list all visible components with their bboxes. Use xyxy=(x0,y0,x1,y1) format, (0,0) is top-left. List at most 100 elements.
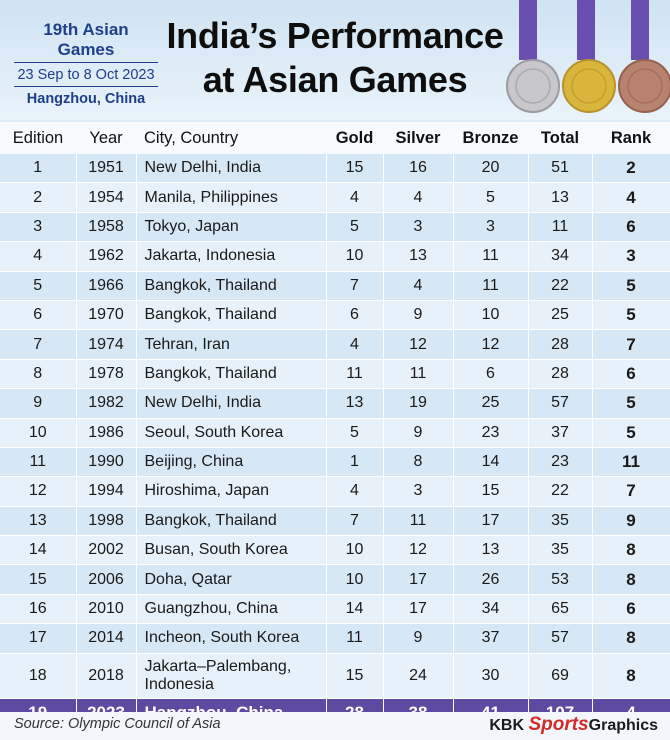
cell-total: 34 xyxy=(528,241,593,272)
cell-rank: 8 xyxy=(592,653,670,699)
cell-rank: 2 xyxy=(592,154,670,183)
cell-city: Tehran, Iran xyxy=(136,329,327,360)
cell-year: 1962 xyxy=(76,241,137,272)
cell-rank: 7 xyxy=(592,329,670,360)
cell-bronze: 13 xyxy=(453,535,529,565)
header-row: Edition Year City, Country Gold Silver B… xyxy=(0,122,670,154)
cell-total: 11 xyxy=(528,212,593,242)
table-row: 6 1970 Bangkok, Thailand 6 9 10 25 5 xyxy=(0,300,670,330)
table-row: 3 1958 Tokyo, Japan 5 3 3 11 6 xyxy=(0,212,670,242)
cell-edition: 17 xyxy=(0,623,77,654)
cell-year: 1998 xyxy=(76,506,137,536)
cell-silver: 4 xyxy=(383,182,454,213)
cell-year: 1986 xyxy=(76,418,137,448)
cell-gold: 15 xyxy=(326,653,384,699)
cell-total: 57 xyxy=(528,623,593,654)
table-row: 18 2018 Jakarta–Palembang, Indonesia 15 24 30… xyxy=(0,653,670,699)
brand-sports: Sports xyxy=(528,714,589,735)
title-line-1: India’s Performance xyxy=(166,15,504,56)
cell-edition: 11 xyxy=(0,447,77,477)
cell-silver: 19 xyxy=(383,388,454,419)
cell-year: 2006 xyxy=(76,564,137,595)
table-row: 4 1962 Jakarta, Indonesia 10 13 11 34 3 xyxy=(0,241,670,272)
cell-edition: 1 xyxy=(0,154,77,183)
cell-year: 2010 xyxy=(76,594,137,624)
cell-city: Seoul, South Korea xyxy=(136,418,327,448)
cell-gold: 10 xyxy=(326,564,384,595)
cell-rank: 7 xyxy=(592,476,670,507)
event-city: Hangzhou, China xyxy=(26,91,146,107)
cell-city: Bangkok, Thailand xyxy=(136,506,327,536)
cell-edition: 8 xyxy=(0,359,77,389)
cell-city: Manila, Philippines xyxy=(136,182,327,213)
cell-total: 57 xyxy=(528,388,593,419)
cell-bronze: 26 xyxy=(453,564,529,595)
cell-gold: 5 xyxy=(326,212,384,242)
col-year: Year xyxy=(76,122,136,154)
cell-year: 2014 xyxy=(76,623,137,654)
cell-total: 28 xyxy=(528,359,593,389)
cell-bronze: 14 xyxy=(453,447,529,477)
table-row: 5 1966 Bangkok, Thailand 7 4 11 22 5 xyxy=(0,271,670,301)
cell-gold: 14 xyxy=(326,594,384,624)
cell-total: 35 xyxy=(528,506,593,536)
cell-city: New Delhi, India xyxy=(136,388,327,419)
cell-rank: 5 xyxy=(592,418,670,448)
cell-bronze: 11 xyxy=(453,241,529,272)
table-header: Edition Year City, Country Gold Silver B… xyxy=(0,122,670,154)
cell-total: 28 xyxy=(528,329,593,360)
footer: Source: Olympic Council of Asia KBK Spor… xyxy=(0,712,670,740)
cell-silver: 17 xyxy=(383,594,454,624)
cell-rank: 8 xyxy=(592,535,670,565)
col-rank: Rank xyxy=(592,122,670,154)
cell-gold: 4 xyxy=(326,329,384,360)
title-line-2: at Asian Games xyxy=(202,59,468,100)
brand-kbk: KBK xyxy=(489,717,529,734)
cell-total: 37 xyxy=(528,418,593,448)
cell-city: Jakarta–Palembang, Indonesia xyxy=(136,653,327,699)
cell-bronze: 23 xyxy=(453,418,529,448)
table-row: 8 1978 Bangkok, Thailand 11 11 6 28 6 xyxy=(0,359,670,389)
cell-year: 1982 xyxy=(76,388,137,419)
cell-edition: 18 xyxy=(0,653,77,699)
cell-year: 1951 xyxy=(76,154,137,183)
cell-year: 2018 xyxy=(76,653,137,699)
table-row: 12 1994 Hiroshima, Japan 4 3 15 22 7 xyxy=(0,476,670,507)
cell-silver: 4 xyxy=(383,271,454,301)
cell-edition: 10 xyxy=(0,418,77,448)
cell-gold: 7 xyxy=(326,506,384,536)
cell-year: 1966 xyxy=(76,271,137,301)
cell-city: Hiroshima, Japan xyxy=(136,476,327,507)
cell-total: 53 xyxy=(528,564,593,595)
cell-city: Incheon, South Korea xyxy=(136,623,327,654)
cell-edition: 14 xyxy=(0,535,77,565)
cell-city: Bangkok, Thailand xyxy=(136,359,327,389)
table-row: 2 1954 Manila, Philippines 4 4 5 13 4 xyxy=(0,182,670,213)
cell-bronze: 30 xyxy=(453,653,529,699)
cell-total: 65 xyxy=(528,594,593,624)
silver-medal-icon xyxy=(506,0,560,113)
cell-silver: 12 xyxy=(383,535,454,565)
cell-rank: 3 xyxy=(592,241,670,272)
cell-gold: 7 xyxy=(326,271,384,301)
cell-total: 22 xyxy=(528,476,593,507)
cell-city: Bangkok, Thailand xyxy=(136,271,327,301)
cell-silver: 3 xyxy=(383,212,454,242)
cell-city: Doha, Qatar xyxy=(136,564,327,595)
cell-edition: 4 xyxy=(0,241,77,272)
table-row: 11 1990 Beijing, China 1 8 14 23 11 xyxy=(0,447,670,477)
brand-graphics: Graphics xyxy=(588,717,658,734)
cell-gold: 11 xyxy=(326,359,384,389)
cell-edition: 2 xyxy=(0,182,77,213)
cell-year: 1958 xyxy=(76,212,137,242)
cell-edition: 9 xyxy=(0,388,77,419)
table-row: 14 2002 Busan, South Korea 10 12 13 35 8 xyxy=(0,535,670,565)
cell-silver: 13 xyxy=(383,241,454,272)
source-note: Source: Olympic Council of Asia xyxy=(14,716,221,732)
cell-edition: 16 xyxy=(0,594,77,624)
cell-total: 25 xyxy=(528,300,593,330)
table-row: 7 1974 Tehran, Iran 4 12 12 28 7 xyxy=(0,329,670,360)
cell-city: New Delhi, India xyxy=(136,154,327,183)
col-edition: Edition xyxy=(0,122,76,154)
cell-edition: 13 xyxy=(0,506,77,536)
